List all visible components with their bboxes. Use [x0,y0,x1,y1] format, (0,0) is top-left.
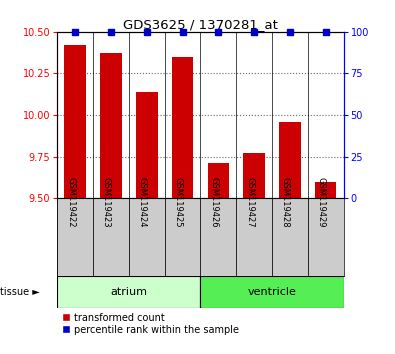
Bar [136,92,158,198]
Bar [129,198,165,276]
Bar [208,163,229,198]
Bar [243,153,265,198]
Bar [308,198,344,276]
Bar [279,122,301,198]
Text: GSM119428: GSM119428 [281,177,290,228]
Text: GSM119425: GSM119425 [173,177,182,227]
Bar [315,182,337,198]
Text: GSM119423: GSM119423 [102,177,111,228]
Bar [100,53,122,198]
Bar [64,45,86,198]
Text: tissue ►: tissue ► [0,287,40,297]
Text: ventricle: ventricle [248,287,297,297]
Text: GSM119426: GSM119426 [209,177,218,228]
Text: GSM119424: GSM119424 [138,177,147,227]
Bar [172,57,193,198]
Text: GSM119429: GSM119429 [317,177,326,227]
Text: GSM119427: GSM119427 [245,177,254,228]
Text: GSM119422: GSM119422 [66,177,75,227]
Title: GDS3625 / 1370281_at: GDS3625 / 1370281_at [123,18,278,31]
Legend: transformed count, percentile rank within the sample: transformed count, percentile rank withi… [62,313,239,335]
Bar [236,198,272,276]
Bar [272,198,308,276]
Bar [165,198,201,276]
Bar [201,276,344,308]
Bar [201,198,236,276]
Text: atrium: atrium [110,287,147,297]
Bar [57,276,201,308]
Bar [57,198,93,276]
Bar [93,198,129,276]
